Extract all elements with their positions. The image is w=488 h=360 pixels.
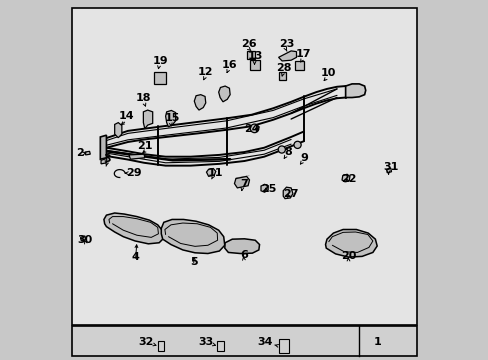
Text: 31: 31 [382,162,398,172]
FancyBboxPatch shape [278,72,286,80]
Bar [72,326,416,356]
Polygon shape [129,154,144,159]
Circle shape [278,146,285,153]
Text: 29: 29 [126,168,142,178]
Circle shape [250,124,258,133]
Polygon shape [325,229,376,257]
Polygon shape [85,151,90,155]
Text: 27: 27 [283,189,298,199]
Polygon shape [115,123,122,138]
Text: 25: 25 [261,184,276,194]
Text: 23: 23 [279,40,294,49]
Text: 21: 21 [137,141,152,151]
Text: 22: 22 [341,174,356,184]
Circle shape [293,141,301,148]
Polygon shape [218,86,230,102]
Polygon shape [161,220,224,253]
Polygon shape [278,51,296,61]
Polygon shape [81,236,85,241]
FancyBboxPatch shape [154,72,166,84]
Polygon shape [234,176,249,188]
Text: 1: 1 [372,337,380,347]
Bar [217,341,223,351]
Text: 32: 32 [138,337,154,347]
Polygon shape [283,187,292,199]
Polygon shape [261,184,267,192]
Text: 28: 28 [276,63,291,73]
Text: 15: 15 [164,113,180,123]
Bar [278,339,288,353]
Polygon shape [165,111,175,127]
Text: 2: 2 [76,148,83,158]
Text: 8: 8 [284,147,291,157]
Text: 3: 3 [103,154,110,164]
Text: 20: 20 [341,251,356,261]
Polygon shape [101,158,106,164]
Text: 17: 17 [295,49,311,59]
Polygon shape [143,110,152,129]
Text: 24: 24 [244,124,260,134]
Text: 4: 4 [131,252,139,262]
Text: 33: 33 [198,337,213,347]
Polygon shape [100,135,106,159]
Text: 11: 11 [207,168,223,178]
Polygon shape [206,168,215,176]
Text: 7: 7 [240,179,247,189]
Bar [158,341,164,351]
Bar [72,8,416,325]
Text: 13: 13 [247,51,263,61]
FancyBboxPatch shape [294,61,304,70]
Text: 14: 14 [118,111,134,121]
Text: 12: 12 [198,67,213,77]
Polygon shape [194,95,205,110]
Text: 5: 5 [189,257,197,267]
Polygon shape [386,168,391,173]
Text: 30: 30 [77,235,92,245]
Polygon shape [341,174,349,182]
Text: 26: 26 [241,40,256,49]
Text: 19: 19 [152,56,168,66]
Text: 16: 16 [221,60,237,70]
Polygon shape [345,84,365,98]
FancyBboxPatch shape [250,60,259,69]
Text: 18: 18 [135,93,151,103]
FancyBboxPatch shape [247,51,255,59]
Polygon shape [224,239,259,253]
Text: 34: 34 [257,337,272,347]
Text: 10: 10 [321,68,336,78]
Text: 9: 9 [300,153,308,163]
Polygon shape [104,213,163,244]
Text: 6: 6 [240,250,248,260]
